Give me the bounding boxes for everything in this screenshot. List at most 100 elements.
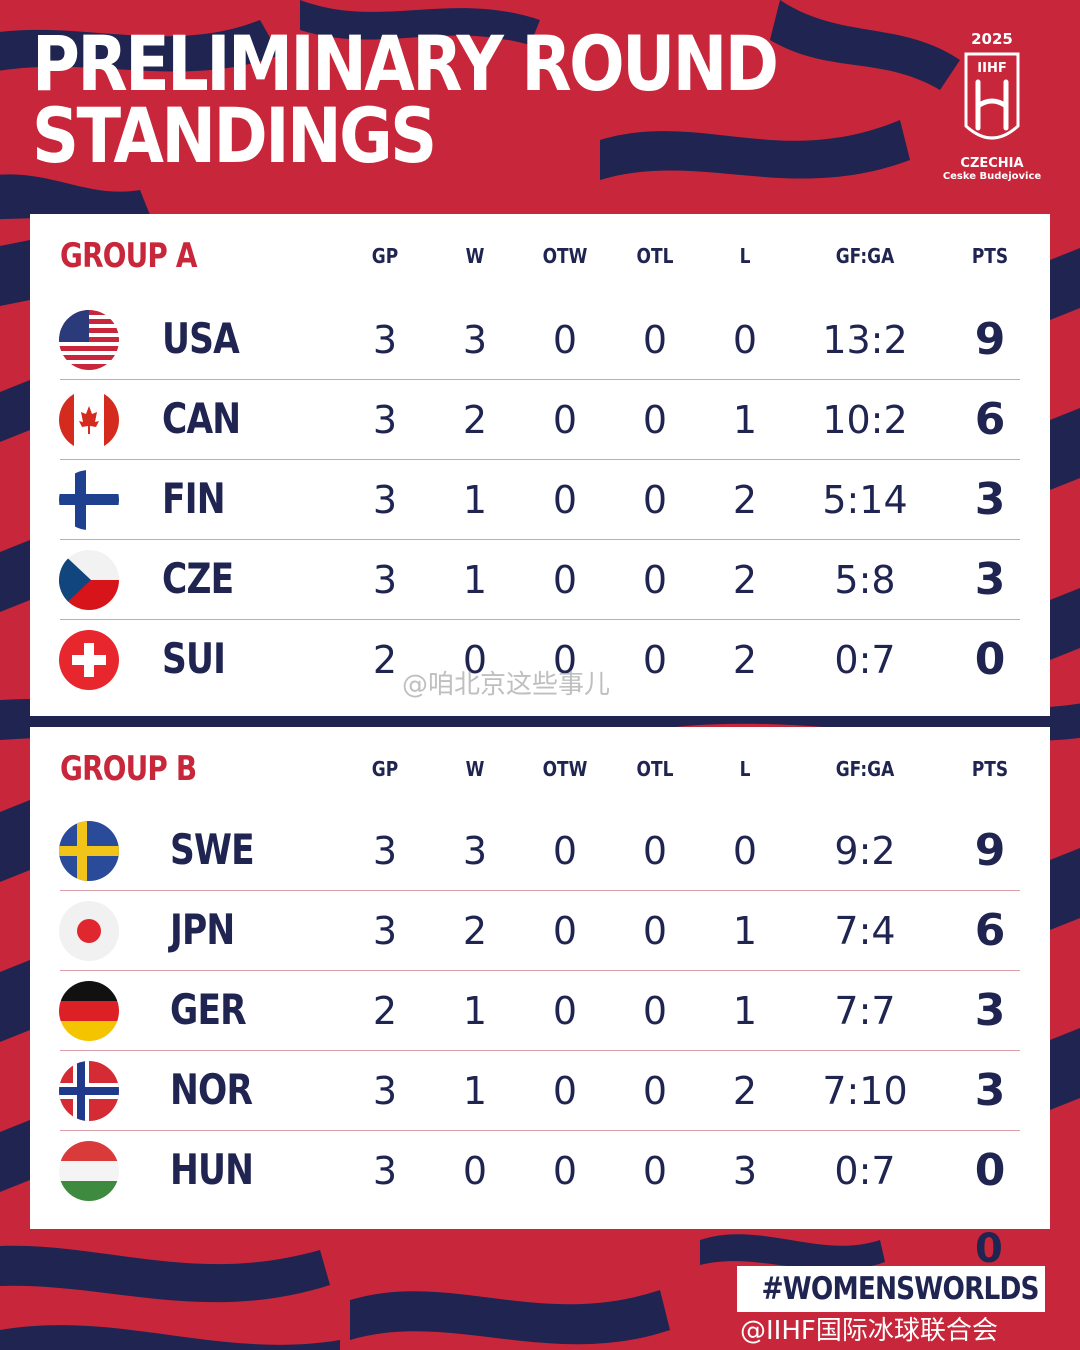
team-name: HUN [170,1145,254,1194]
sweden-flag-icon [59,821,119,881]
gp-value: 3 [372,829,398,873]
gfga-value: 7:7 [834,989,896,1033]
standings-row: CAN 3 2 0 0 1 10:2 6 [30,380,1050,460]
norway-flag-icon [59,1061,119,1121]
standings-row: JPN 3 2 0 0 1 7:4 6 [30,891,1050,971]
l-value: 2 [732,1069,758,1113]
watermark-text: @咱北京这些事儿 [402,670,611,700]
pts-value: 3 [974,474,1006,525]
pts-value: 3 [974,554,1006,605]
gp-value: 3 [372,398,398,442]
title-line-1: PRELIMINARY ROUND [32,19,779,108]
otl-value: 0 [642,989,668,1033]
switzerland-flag-icon [59,630,119,690]
group-a-header: GROUP A GP W OTW OTL L GF:GA PTS [30,214,1050,302]
w-value: 1 [462,1069,488,1113]
pts-value: 6 [974,394,1006,445]
group-b-panel: GROUP B GP W OTW OTL L GF:GA PTS SWE 3 3… [30,727,1050,1229]
w-value: 2 [462,398,488,442]
canada-flag-icon [59,390,119,450]
pts-value: 6 [974,905,1006,956]
l-value: 0 [732,318,758,362]
team-name: SWE [170,825,255,874]
l-value: 2 [732,638,758,682]
gp-value: 3 [372,1149,398,1193]
gp-value: 2 [372,638,398,682]
logo-country: CZECHIA [960,156,1024,171]
otl-value: 0 [642,558,668,602]
col-gfga: GF:GA [835,244,895,268]
standings-row: GER 2 1 0 0 1 7:7 3 [30,971,1050,1051]
gp-value: 2 [372,989,398,1033]
group-a-title: GROUP A [60,236,197,276]
col-pts: PTS [971,244,1009,268]
l-value: 0 [732,829,758,873]
gfga-value: 7:4 [834,909,896,953]
otl-value: 0 [642,1149,668,1193]
col-otw: OTW [542,244,588,268]
watermark-text: @IIHF国际冰球联合会 [740,1316,998,1346]
row-divider [60,379,1020,380]
otw-value: 0 [552,1149,578,1193]
gp-value: 3 [372,1069,398,1113]
pts-value: 0 [974,1145,1006,1196]
row-divider [60,890,1020,891]
gp-value: 3 [372,558,398,602]
page-title: PRELIMINARY ROUND STANDINGS [32,19,779,174]
otw-value: 0 [552,829,578,873]
l-value: 1 [732,398,758,442]
gfga-value: 5:14 [822,478,908,522]
team-name: CZE [162,554,234,603]
gp-value: 3 [372,909,398,953]
w-value: 2 [462,909,488,953]
gp-value: 3 [372,478,398,522]
w-value: 1 [462,478,488,522]
gfga-value: 0:7 [834,1149,896,1193]
group-a-panel: GROUP A GP W OTW OTL L GF:GA PTS USA 3 3… [30,214,1050,716]
col-otw: OTW [542,757,588,781]
standings-row: NOR 3 1 0 0 2 7:10 3 [30,1051,1050,1131]
otl-value: 0 [642,478,668,522]
standings-row: USA 3 3 0 0 0 13:2 9 [30,300,1050,380]
gfga-value: 13:2 [822,318,908,362]
row-divider [60,539,1020,540]
w-value: 1 [462,558,488,602]
col-gp: GP [371,757,399,781]
germany-flag-icon [59,981,119,1041]
pts-value: 3 [974,1065,1006,1116]
gfga-value: 7:10 [822,1069,908,1113]
iihf-logo-icon: IIHF [964,52,1020,140]
team-name: CAN [162,394,241,443]
l-value: 2 [732,558,758,602]
col-w: W [465,757,485,781]
otw-value: 0 [552,909,578,953]
gfga-value: 5:8 [834,558,896,602]
otw-value: 0 [552,1069,578,1113]
logo-city: Ceske Budejovice [942,171,1042,182]
w-value: 1 [462,989,488,1033]
otw-value: 0 [552,558,578,602]
logo-year: 2025 [971,30,1013,48]
gfga-value: 10:2 [822,398,908,442]
row-divider [60,619,1020,620]
w-value: 0 [462,1149,488,1193]
col-otl: OTL [636,757,674,781]
otl-value: 0 [642,1069,668,1113]
team-name: USA [162,314,240,363]
col-pts: PTS [971,757,1009,781]
pts-value: 0 [974,634,1006,685]
col-gfga: GF:GA [835,757,895,781]
team-name: GER [170,985,247,1034]
japan-flag-icon [59,901,119,961]
row-divider [60,970,1020,971]
team-name: SUI [162,634,226,683]
standings-row: SUI 2 0 0 0 2 0:7 0 [30,620,1050,700]
otw-value: 0 [552,638,578,682]
col-otl: OTL [636,244,674,268]
row-divider [60,1050,1020,1051]
otl-value: 0 [642,909,668,953]
gp-value: 3 [372,318,398,362]
stray-digit: 0 [975,1226,1003,1272]
otl-value: 0 [642,318,668,362]
l-value: 1 [732,909,758,953]
